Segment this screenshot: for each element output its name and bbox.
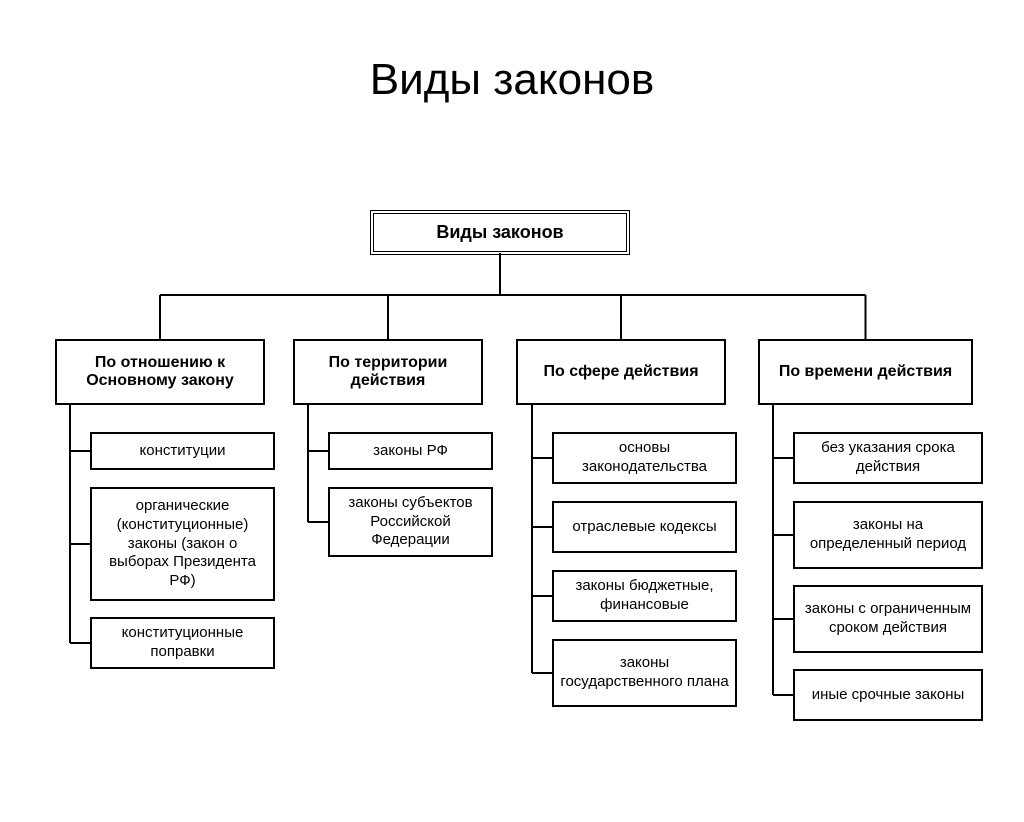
item-c4i1: без указания срока действия bbox=[793, 432, 983, 484]
item-c2i1: законы РФ bbox=[328, 432, 493, 470]
item-c3i3: законы бюджетные, финансовые bbox=[552, 570, 737, 622]
item-c1i1: конституции bbox=[90, 432, 275, 470]
item-c3i1: основы законодательства bbox=[552, 432, 737, 484]
item-c1i2: органические (конституционные) законы (з… bbox=[90, 487, 275, 601]
category-cat1: По отношению к Основному закону bbox=[55, 339, 265, 405]
item-c1i3: конституционные поправки bbox=[90, 617, 275, 669]
category-cat2: По территории действия bbox=[293, 339, 483, 405]
root-node: Виды законов bbox=[370, 210, 630, 255]
item-c4i3: законы с ограниченным сроком действия bbox=[793, 585, 983, 653]
item-c4i4: иные срочные законы bbox=[793, 669, 983, 721]
category-cat3: По сфере действия bbox=[516, 339, 726, 405]
item-c4i2: законы на определенный период bbox=[793, 501, 983, 569]
item-c3i4: законы государственного плана bbox=[552, 639, 737, 707]
item-c3i2: отраслевые кодексы bbox=[552, 501, 737, 553]
category-cat4: По времени действия bbox=[758, 339, 973, 405]
item-c2i2: законы субъектов Российской Федерации bbox=[328, 487, 493, 557]
page-title: Виды законов bbox=[0, 55, 1024, 105]
